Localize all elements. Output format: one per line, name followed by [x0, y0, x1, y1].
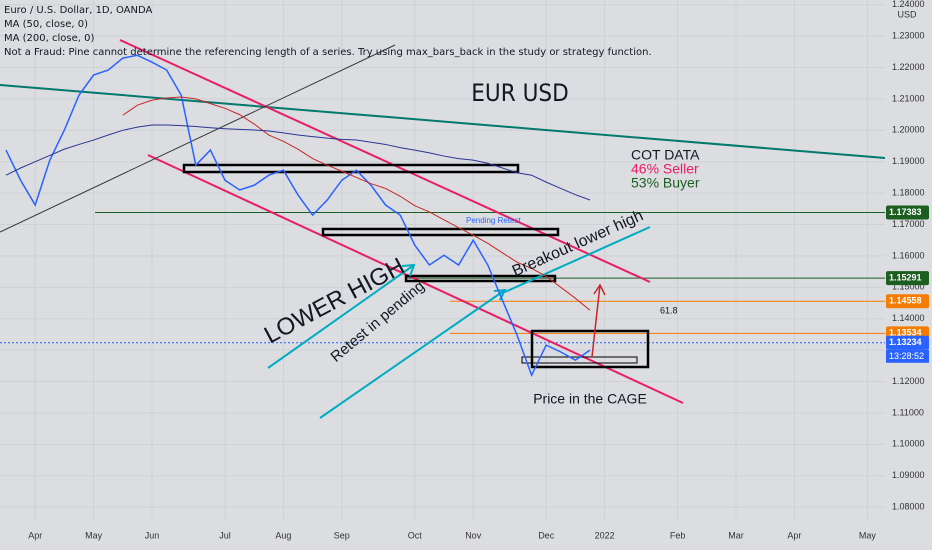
x-tick-label: Oct	[408, 530, 423, 540]
y-tick-label: 1.16000	[892, 250, 925, 260]
y-tick-label: 1.15000	[892, 282, 925, 292]
price-label: 1.13234	[889, 337, 922, 347]
x-tick-label: Dec	[538, 530, 555, 540]
x-tick-label: Sep	[334, 530, 350, 540]
header: MA (50, close, 0)	[4, 19, 88, 30]
target-arrow	[591, 283, 606, 358]
countdown-box	[886, 349, 929, 363]
series-line	[5, 124, 591, 201]
x-tick-label: Jun	[145, 530, 160, 540]
y-tick-label: 1.19000	[892, 156, 925, 166]
price-label: 1.17383	[889, 207, 922, 217]
price-label: 1.13534	[889, 328, 922, 338]
annotation: Price in the CAGE	[533, 391, 647, 407]
y-tick-label: 1.18000	[892, 187, 925, 197]
price-label-box	[886, 335, 929, 350]
x-tick-label: Apr	[787, 530, 801, 540]
channel-lower	[147, 154, 684, 404]
currency: USD	[897, 9, 917, 19]
y-tick-label: 1.22000	[892, 62, 925, 72]
header: Not a Fraud: Pine cannot determine the r…	[4, 47, 652, 58]
y-tick-label: 1.10000	[892, 439, 925, 449]
y-tick-label: 1.14000	[892, 313, 925, 323]
trendline	[0, 84, 886, 159]
price-label: 1.15291	[889, 273, 922, 283]
countdown: 13:28:52	[889, 351, 924, 361]
y-tick-label: 1.17000	[892, 219, 925, 229]
cage-box	[530, 329, 650, 369]
zone-box	[321, 227, 560, 237]
x-tick-label: Nov	[465, 530, 482, 540]
x-tick-label: May	[85, 530, 103, 540]
zone-box	[182, 163, 520, 174]
x-tick-label: 2022	[595, 530, 615, 540]
x-tick-label: Feb	[670, 530, 686, 540]
annotation: LOWER HIGH	[260, 253, 409, 349]
y-tick-label: 1.09000	[892, 470, 925, 480]
y-tick-label: 1.20000	[892, 125, 925, 135]
header: Euro / U.S. Dollar, 1D, OANDA	[4, 5, 153, 16]
x-tick-label: Mar	[728, 530, 744, 540]
annotation: 61.8	[660, 305, 678, 315]
series-line	[5, 54, 591, 378]
annotation: 46% Seller	[631, 161, 699, 177]
x-tick-label: Jul	[219, 530, 231, 540]
price-label-box	[886, 294, 929, 309]
y-tick-label: 1.12000	[892, 376, 925, 386]
y-tick-label: 1.21000	[892, 93, 925, 103]
series-line	[122, 96, 591, 311]
price-label-box	[886, 205, 929, 220]
price-label-box	[886, 271, 929, 286]
price-label: 1.14558	[889, 296, 922, 306]
y-tick-label: 1.11000	[892, 407, 924, 417]
zone-box	[404, 274, 557, 283]
annotation: COT DATA	[631, 147, 700, 163]
header: MA (200, close, 0)	[4, 33, 94, 44]
x-tick-label: May	[859, 530, 877, 540]
x-tick-label: Aug	[275, 530, 291, 540]
trendline	[0, 44, 396, 233]
annotation: Pending Retest	[466, 216, 521, 225]
y-tick-label: 1.23000	[892, 30, 925, 40]
x-tick-label: Apr	[28, 530, 42, 540]
channel-upper	[119, 39, 651, 283]
annotation: 53% Buyer	[631, 175, 700, 191]
y-tick-label: 1.08000	[892, 502, 925, 512]
y-tick-label: 1.24000	[892, 0, 925, 9]
annotation: Breakout lower high	[510, 207, 646, 280]
title: EUR USD	[471, 79, 568, 107]
